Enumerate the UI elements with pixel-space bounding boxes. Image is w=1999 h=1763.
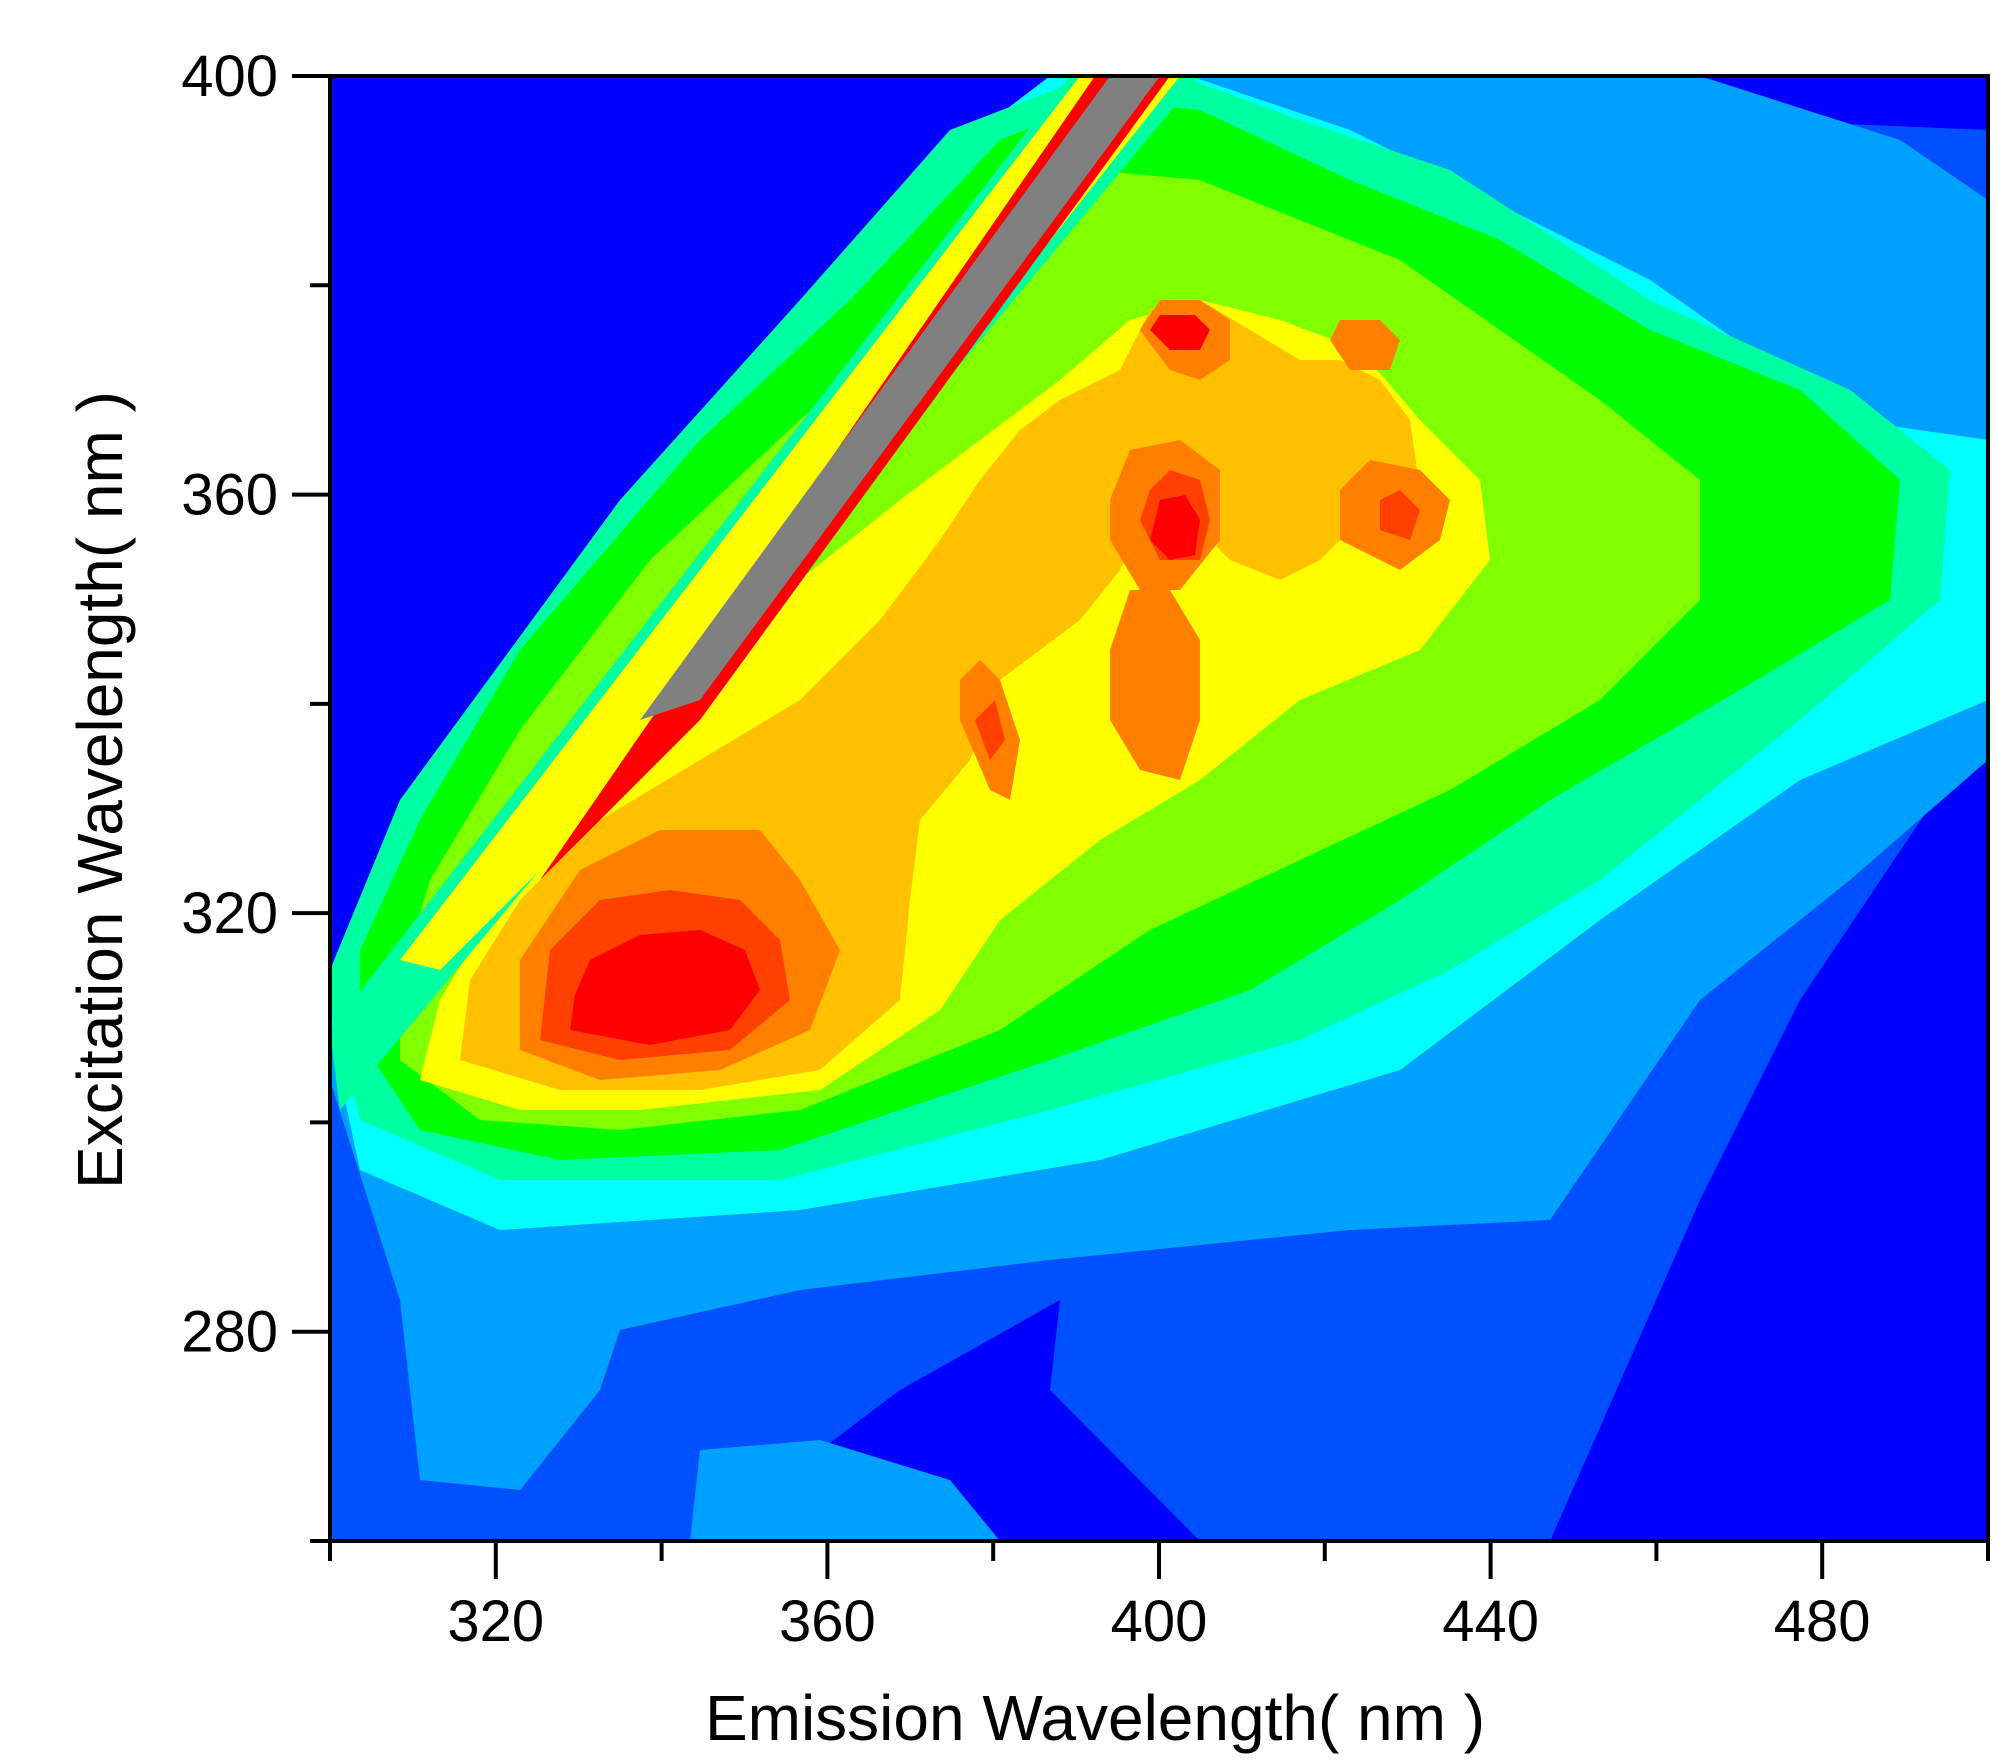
- x-tick-label: 320: [447, 1589, 544, 1654]
- y-tick-label: 320: [181, 881, 278, 946]
- x-axis-title: Emission Wavelength( nm ): [705, 1682, 1485, 1754]
- x-tick-label: 400: [1111, 1589, 1208, 1654]
- y-tick-label: 280: [181, 1300, 278, 1365]
- y-tick-label: 360: [181, 463, 278, 528]
- y-tick-label: 400: [181, 44, 278, 109]
- y-axis-title: Excitation Wavelength( nm ): [64, 391, 136, 1189]
- x-axis: 320 360 400 440 480: [330, 1541, 1988, 1654]
- x-tick-label: 360: [779, 1589, 876, 1654]
- x-tick-label: 480: [1774, 1589, 1871, 1654]
- plot-area: [330, 76, 1988, 1541]
- y-axis: 280 320 360 400: [181, 44, 330, 1541]
- x-tick-label: 440: [1442, 1589, 1539, 1654]
